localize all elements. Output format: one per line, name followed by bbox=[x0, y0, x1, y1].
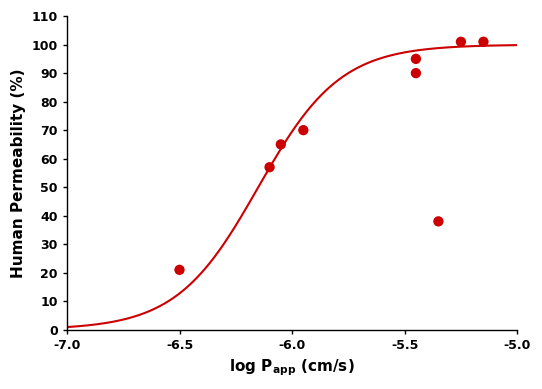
Y-axis label: Human Permeability (%): Human Permeability (%) bbox=[11, 68, 26, 278]
Point bbox=[411, 70, 420, 76]
Point bbox=[265, 164, 274, 170]
X-axis label: log P$_\mathregular{app}$ (cm/s): log P$_\mathregular{app}$ (cm/s) bbox=[229, 357, 355, 378]
Point bbox=[479, 39, 488, 45]
Point bbox=[456, 39, 465, 45]
Point bbox=[175, 267, 184, 273]
Point bbox=[276, 141, 285, 147]
Point bbox=[411, 56, 420, 62]
Point bbox=[434, 218, 443, 224]
Point bbox=[299, 127, 308, 133]
